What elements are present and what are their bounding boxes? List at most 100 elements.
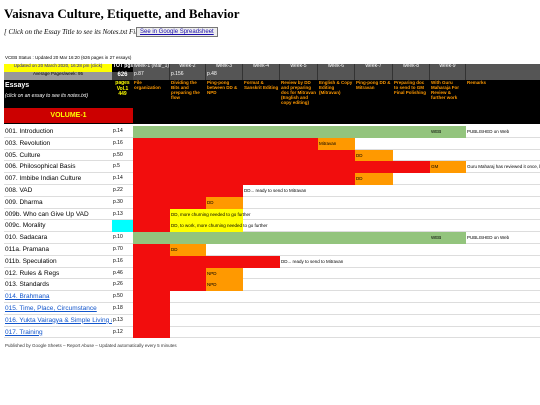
pages: p.13 (113, 210, 123, 217)
essay-title[interactable]: 003. Revolution (5, 139, 51, 147)
essay-title[interactable]: 012. Rules & Regs (5, 269, 60, 277)
essay-title[interactable]: 016. Yukta Vairagya & Simple Living an (5, 316, 112, 324)
total: 626 (112, 72, 133, 80)
status-cell (318, 161, 355, 174)
status-cell (355, 173, 393, 185)
status-cell (243, 255, 280, 268)
stage-header: Ping-pong between DD & NPD (207, 80, 238, 95)
row-line (4, 244, 540, 256)
status-cell (393, 232, 430, 244)
essay-title[interactable]: 005. Culture (5, 151, 41, 159)
status-cell (355, 149, 393, 162)
status-cell (318, 232, 355, 244)
week-pages (393, 72, 430, 80)
pages: p.22 (113, 187, 123, 193)
status-cell (170, 267, 206, 280)
status-cell (430, 161, 466, 174)
pages: p.14 (113, 175, 123, 182)
essay-title[interactable]: 001. Introduction (5, 128, 54, 135)
updated[interactable]: Updated on 20 March 2020, 16:28 pm (clic… (4, 63, 112, 72)
status-cell (133, 173, 170, 185)
status-text: DD (356, 176, 363, 182)
row-line (4, 209, 540, 221)
status-text: NPD (207, 282, 217, 288)
week-header: week-5 (280, 63, 318, 72)
status-cell (170, 173, 206, 185)
essay-title[interactable]: 011b. Speculation (5, 257, 57, 265)
footer: Published by Google Sheets – Report Abus… (5, 343, 177, 349)
status-cell (133, 326, 170, 339)
volume-bg (4, 107, 540, 124)
status-text: DD... ready to send to Mitravan (281, 258, 344, 264)
essay-title[interactable]: 010. Sadacara (5, 234, 48, 242)
week-header: week-4 (243, 63, 280, 72)
status-cell (243, 173, 280, 185)
status-cell (170, 244, 206, 256)
essay-title[interactable]: 008. VAD (5, 187, 33, 194)
status-cell (280, 126, 318, 138)
essay-title[interactable]: 013. Standards (5, 281, 50, 289)
row-line (4, 268, 540, 280)
essay-title[interactable]: 009c. Morality (5, 222, 46, 230)
row-line (4, 303, 540, 315)
status-text: WEB (431, 235, 442, 241)
essay-title[interactable]: 009b. Who can Give Up VAD (5, 210, 89, 218)
stage-header: File organization (134, 80, 161, 90)
status-text: DD (171, 247, 178, 252)
status-text: DD, more churning needed to go further (171, 211, 251, 217)
status-cell (170, 220, 206, 233)
week-pages (243, 72, 280, 80)
essay-title[interactable]: 006. Philosophical Basis (5, 163, 76, 171)
total-label: TOT pgs (112, 63, 133, 72)
remarks-header-bg (466, 64, 540, 80)
essay-title[interactable]: 009. Dharma (5, 198, 43, 206)
pages: p.18 (113, 305, 123, 311)
status-cell (393, 126, 430, 138)
status-cell (355, 126, 393, 138)
status-cell (243, 149, 280, 162)
essay-title[interactable]: 011a. Pramana (5, 246, 49, 253)
status-cell (206, 267, 243, 280)
pages: p.16 (113, 257, 123, 264)
row-line (4, 279, 540, 292)
status-text: Mitravan (319, 140, 337, 146)
stage-header: Review by DD and preparing doc for Mitra… (281, 80, 317, 105)
week-header: week-2 (170, 63, 206, 72)
stage-header: English & Copy Editing (Mitravan) (319, 80, 353, 95)
status-cell (430, 232, 466, 244)
status-cell (206, 137, 243, 150)
row-line (4, 197, 540, 209)
week-header: week-7 (355, 63, 393, 72)
pages: p.46 (113, 269, 123, 276)
essays-hint: (click on an essay to see its notes.txt) (5, 93, 89, 99)
essay-title[interactable]: 017. Training (5, 328, 43, 336)
spreadsheet-button[interactable]: See in Google Spreadsheet (136, 27, 218, 37)
pages (112, 220, 133, 233)
status-cell (206, 232, 243, 244)
status-cell (133, 126, 170, 138)
status-cell (430, 126, 466, 138)
status-cell (170, 126, 206, 138)
status-cell (355, 232, 393, 244)
pages: p.12 (113, 328, 123, 335)
essay-title[interactable]: 014. Brahmana (5, 293, 50, 301)
row-line (4, 315, 540, 327)
status-cell (133, 161, 170, 174)
stage-header: With Guru Maharaja For Review & further … (431, 80, 460, 100)
status-cell (206, 196, 243, 209)
status-cell (393, 161, 430, 174)
pages: p.50 (113, 293, 123, 300)
status-cell (280, 161, 318, 174)
status-cell (133, 137, 170, 150)
status-cell (170, 279, 206, 292)
essay-title[interactable]: 007. Imbibe Indian Culture (5, 175, 82, 183)
status-cell (206, 185, 243, 197)
row-line (4, 327, 540, 339)
week-header: week-1 (Mar_1) (133, 63, 170, 72)
essay-title[interactable]: 015. Time, Place, Circumstance (5, 305, 97, 312)
status-cell (133, 220, 170, 233)
stage-header: Remarks (467, 80, 487, 85)
status: VCEB Status : Updated 20 Mar 16:20 (626 … (5, 55, 132, 60)
status-cell (133, 303, 170, 315)
